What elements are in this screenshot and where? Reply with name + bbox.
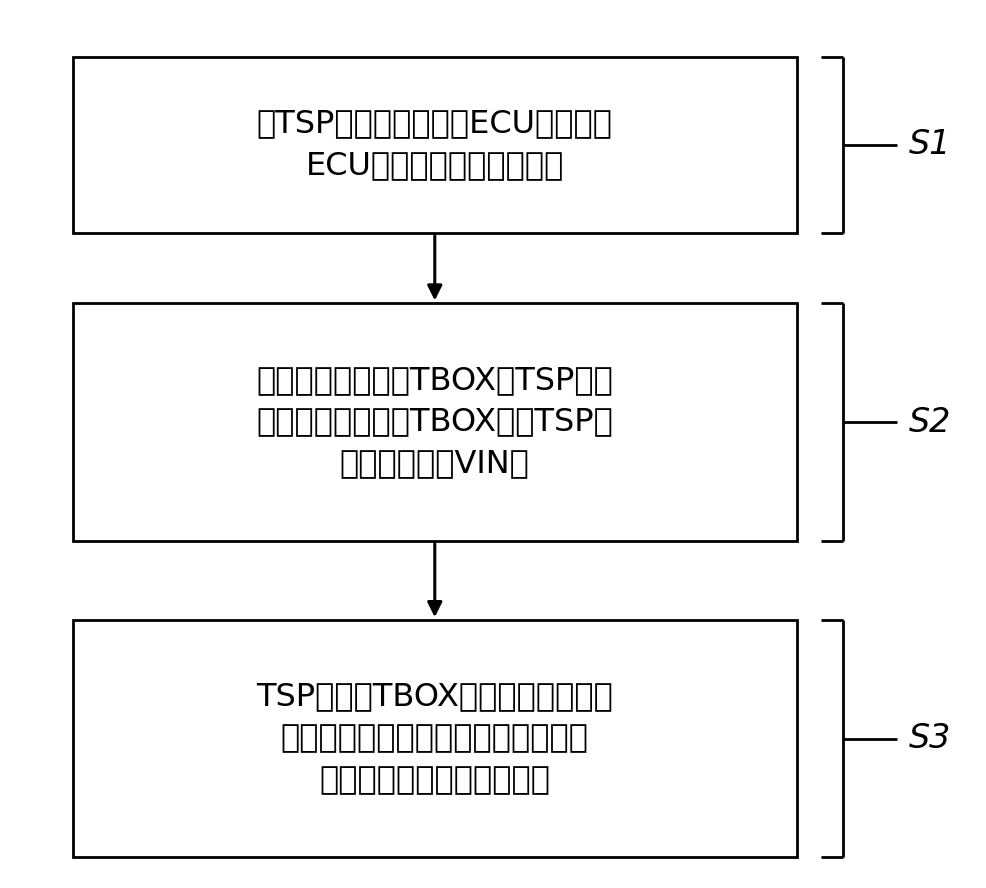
Text: S1: S1 [907,129,950,162]
FancyBboxPatch shape [73,57,796,233]
Text: 整车上电后，建立TBOX与TSP云台
的通讯连接，同时TBOX接收TSP云
台返回的真实VIN码: 整车上电后，建立TBOX与TSP云台 的通讯连接，同时TBOX接收TSP云 台返… [256,365,612,480]
Text: 向TSP云台上传车辆的ECU信息一、
ECU追溯信息一及报警参数: 向TSP云台上传车辆的ECU信息一、 ECU追溯信息一及报警参数 [256,108,612,181]
FancyBboxPatch shape [73,304,796,541]
Text: S2: S2 [907,406,950,439]
FancyBboxPatch shape [73,620,796,858]
Text: S3: S3 [907,722,950,755]
Text: TSP云台向TBOX下发远程电检指令
，车辆基于远程电检指令进行依次远
程静态检测及远程动态检测: TSP云台向TBOX下发远程电检指令 ，车辆基于远程电检指令进行依次远 程静态检… [256,681,612,796]
